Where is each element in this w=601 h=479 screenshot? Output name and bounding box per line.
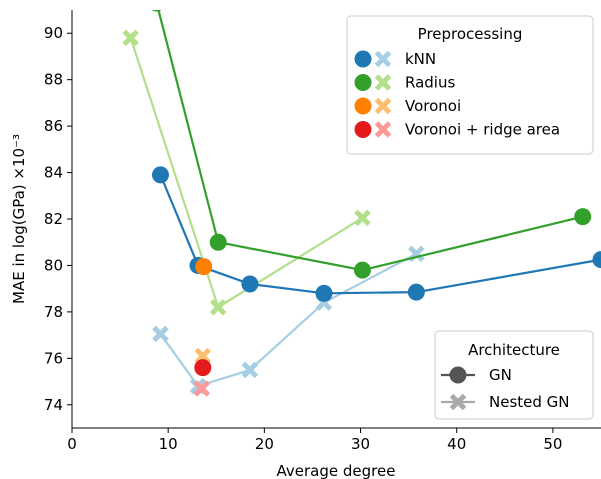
legend-box <box>434 330 594 420</box>
legend-marker-circle <box>354 121 372 138</box>
x-tick-label: 30 <box>351 435 370 453</box>
data-point <box>122 29 139 47</box>
legend-marker-x <box>374 121 392 138</box>
legend-marker-circle <box>354 97 372 115</box>
data-point <box>209 233 227 251</box>
legend-entry: kNN <box>354 50 436 68</box>
data-point <box>407 283 425 301</box>
legend-marker-x <box>374 50 392 68</box>
data-point <box>353 261 371 279</box>
legend-label: Voronoi + ridge area <box>405 121 560 139</box>
data-point <box>592 251 601 269</box>
legend-marker-circle <box>449 366 467 384</box>
data-point <box>195 258 213 276</box>
series-radius-gn <box>151 10 592 279</box>
data-point <box>151 166 169 184</box>
y-tick-label: 82 <box>44 210 63 228</box>
data-point <box>152 325 169 343</box>
data-point <box>315 284 333 302</box>
legend-architecture: Architecture GN Nested GN <box>434 330 594 420</box>
legend-label: Radius <box>405 74 455 92</box>
data-point <box>193 380 211 397</box>
x-tick-label: 20 <box>255 435 274 453</box>
data-point <box>151 10 162 12</box>
data-point <box>574 208 592 226</box>
axes: 0 10 20 30 40 50 74 76 78 80 82 84 86 88 90 <box>44 10 601 453</box>
y-tick-label: 84 <box>44 164 63 182</box>
series-layer <box>122 10 601 397</box>
y-tick-label: 86 <box>44 117 63 135</box>
y-tick-label: 74 <box>44 396 63 414</box>
y-tick-label: 76 <box>44 349 63 367</box>
y-axis-label: MAE in log(GPa) ×10⁻³ <box>10 134 28 304</box>
legend-entry: Voronoi + ridge area <box>354 121 560 139</box>
legend-entry: Voronoi <box>354 97 461 115</box>
series-knn-gn <box>151 166 601 302</box>
legend-label: Nested GN <box>489 393 570 411</box>
legend-title: Preprocessing <box>418 25 523 43</box>
y-tick-label: 80 <box>44 256 63 274</box>
legend-title: Architecture <box>468 341 560 359</box>
series-radius-nested-gn <box>122 29 371 316</box>
y-tick-label: 78 <box>44 303 63 321</box>
data-point <box>194 359 212 377</box>
data-point <box>241 275 259 293</box>
legend-label: GN <box>489 366 512 384</box>
legend-marker-x <box>374 74 392 91</box>
legend-label: Voronoi <box>405 97 461 115</box>
x-tick-label: 50 <box>543 435 562 453</box>
data-point <box>354 209 371 227</box>
series-line <box>157 10 583 272</box>
legend-marker-circle <box>354 50 372 68</box>
legend-entry: Nested GN <box>441 393 570 411</box>
series-voronoi-ridge-area-nested-gn <box>193 380 211 397</box>
y-tick-label: 88 <box>44 71 63 89</box>
legend-marker-circle <box>354 74 372 91</box>
series-line <box>159 174 601 295</box>
data-point <box>209 298 227 316</box>
legend-entry: Radius <box>354 74 455 92</box>
x-tick-label: 10 <box>159 435 178 453</box>
series-voronoi-ridge-area-gn <box>194 359 212 377</box>
data-point <box>241 361 259 379</box>
legend-marker-x <box>374 97 392 115</box>
legend-entry: GN <box>441 366 512 384</box>
x-tick-label: 40 <box>447 435 466 453</box>
legend-label: kNN <box>405 50 436 68</box>
legend-box <box>346 15 594 155</box>
series-voronoi-gn <box>195 258 213 276</box>
y-tick-label: 90 <box>44 24 63 42</box>
legend-preprocessing: Preprocessing kNN Radius Voronoi Voronoi + r… <box>346 15 594 155</box>
legend-marker-x <box>449 393 467 411</box>
x-axis-label: Average degree <box>277 462 396 479</box>
x-tick-label: 0 <box>67 435 77 453</box>
